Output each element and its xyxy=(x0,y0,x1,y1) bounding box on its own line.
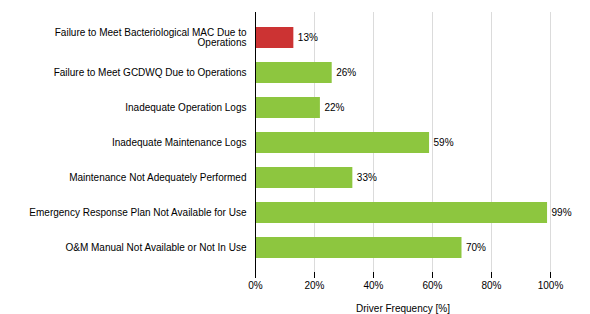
svg-text:Inadequate Operation Logs: Inadequate Operation Logs xyxy=(125,102,246,113)
svg-text:60%: 60% xyxy=(422,280,442,291)
svg-text:O&M Manual Not Available or No: O&M Manual Not Available or Not In Use xyxy=(65,242,246,253)
svg-text:13%: 13% xyxy=(298,32,318,43)
svg-text:Maintenance Not Adequately Per: Maintenance Not Adequately Performed xyxy=(69,172,246,183)
svg-text:Emergency Response Plan Not Av: Emergency Response Plan Not Available fo… xyxy=(29,207,247,218)
svg-text:99%: 99% xyxy=(552,207,572,218)
svg-text:Inadequate Maintenance Logs: Inadequate Maintenance Logs xyxy=(112,137,247,148)
svg-text:Failure to Meet Bacteriologica: Failure to Meet Bacteriological MAC Due … xyxy=(55,27,247,48)
svg-text:80%: 80% xyxy=(481,280,501,291)
svg-text:22%: 22% xyxy=(324,102,344,113)
svg-text:Failure to Meet GCDWQ Due to O: Failure to Meet GCDWQ Due to Operations xyxy=(54,67,247,78)
svg-text:33%: 33% xyxy=(357,172,377,183)
svg-text:20%: 20% xyxy=(304,280,324,291)
svg-text:40%: 40% xyxy=(363,280,383,291)
svg-text:100%: 100% xyxy=(538,280,564,291)
svg-text:0%: 0% xyxy=(248,280,263,291)
svg-text:Driver Frequency [%]: Driver Frequency [%] xyxy=(356,303,450,314)
svg-text:70%: 70% xyxy=(466,242,486,253)
svg-text:59%: 59% xyxy=(434,137,454,148)
svg-text:26%: 26% xyxy=(336,67,356,78)
